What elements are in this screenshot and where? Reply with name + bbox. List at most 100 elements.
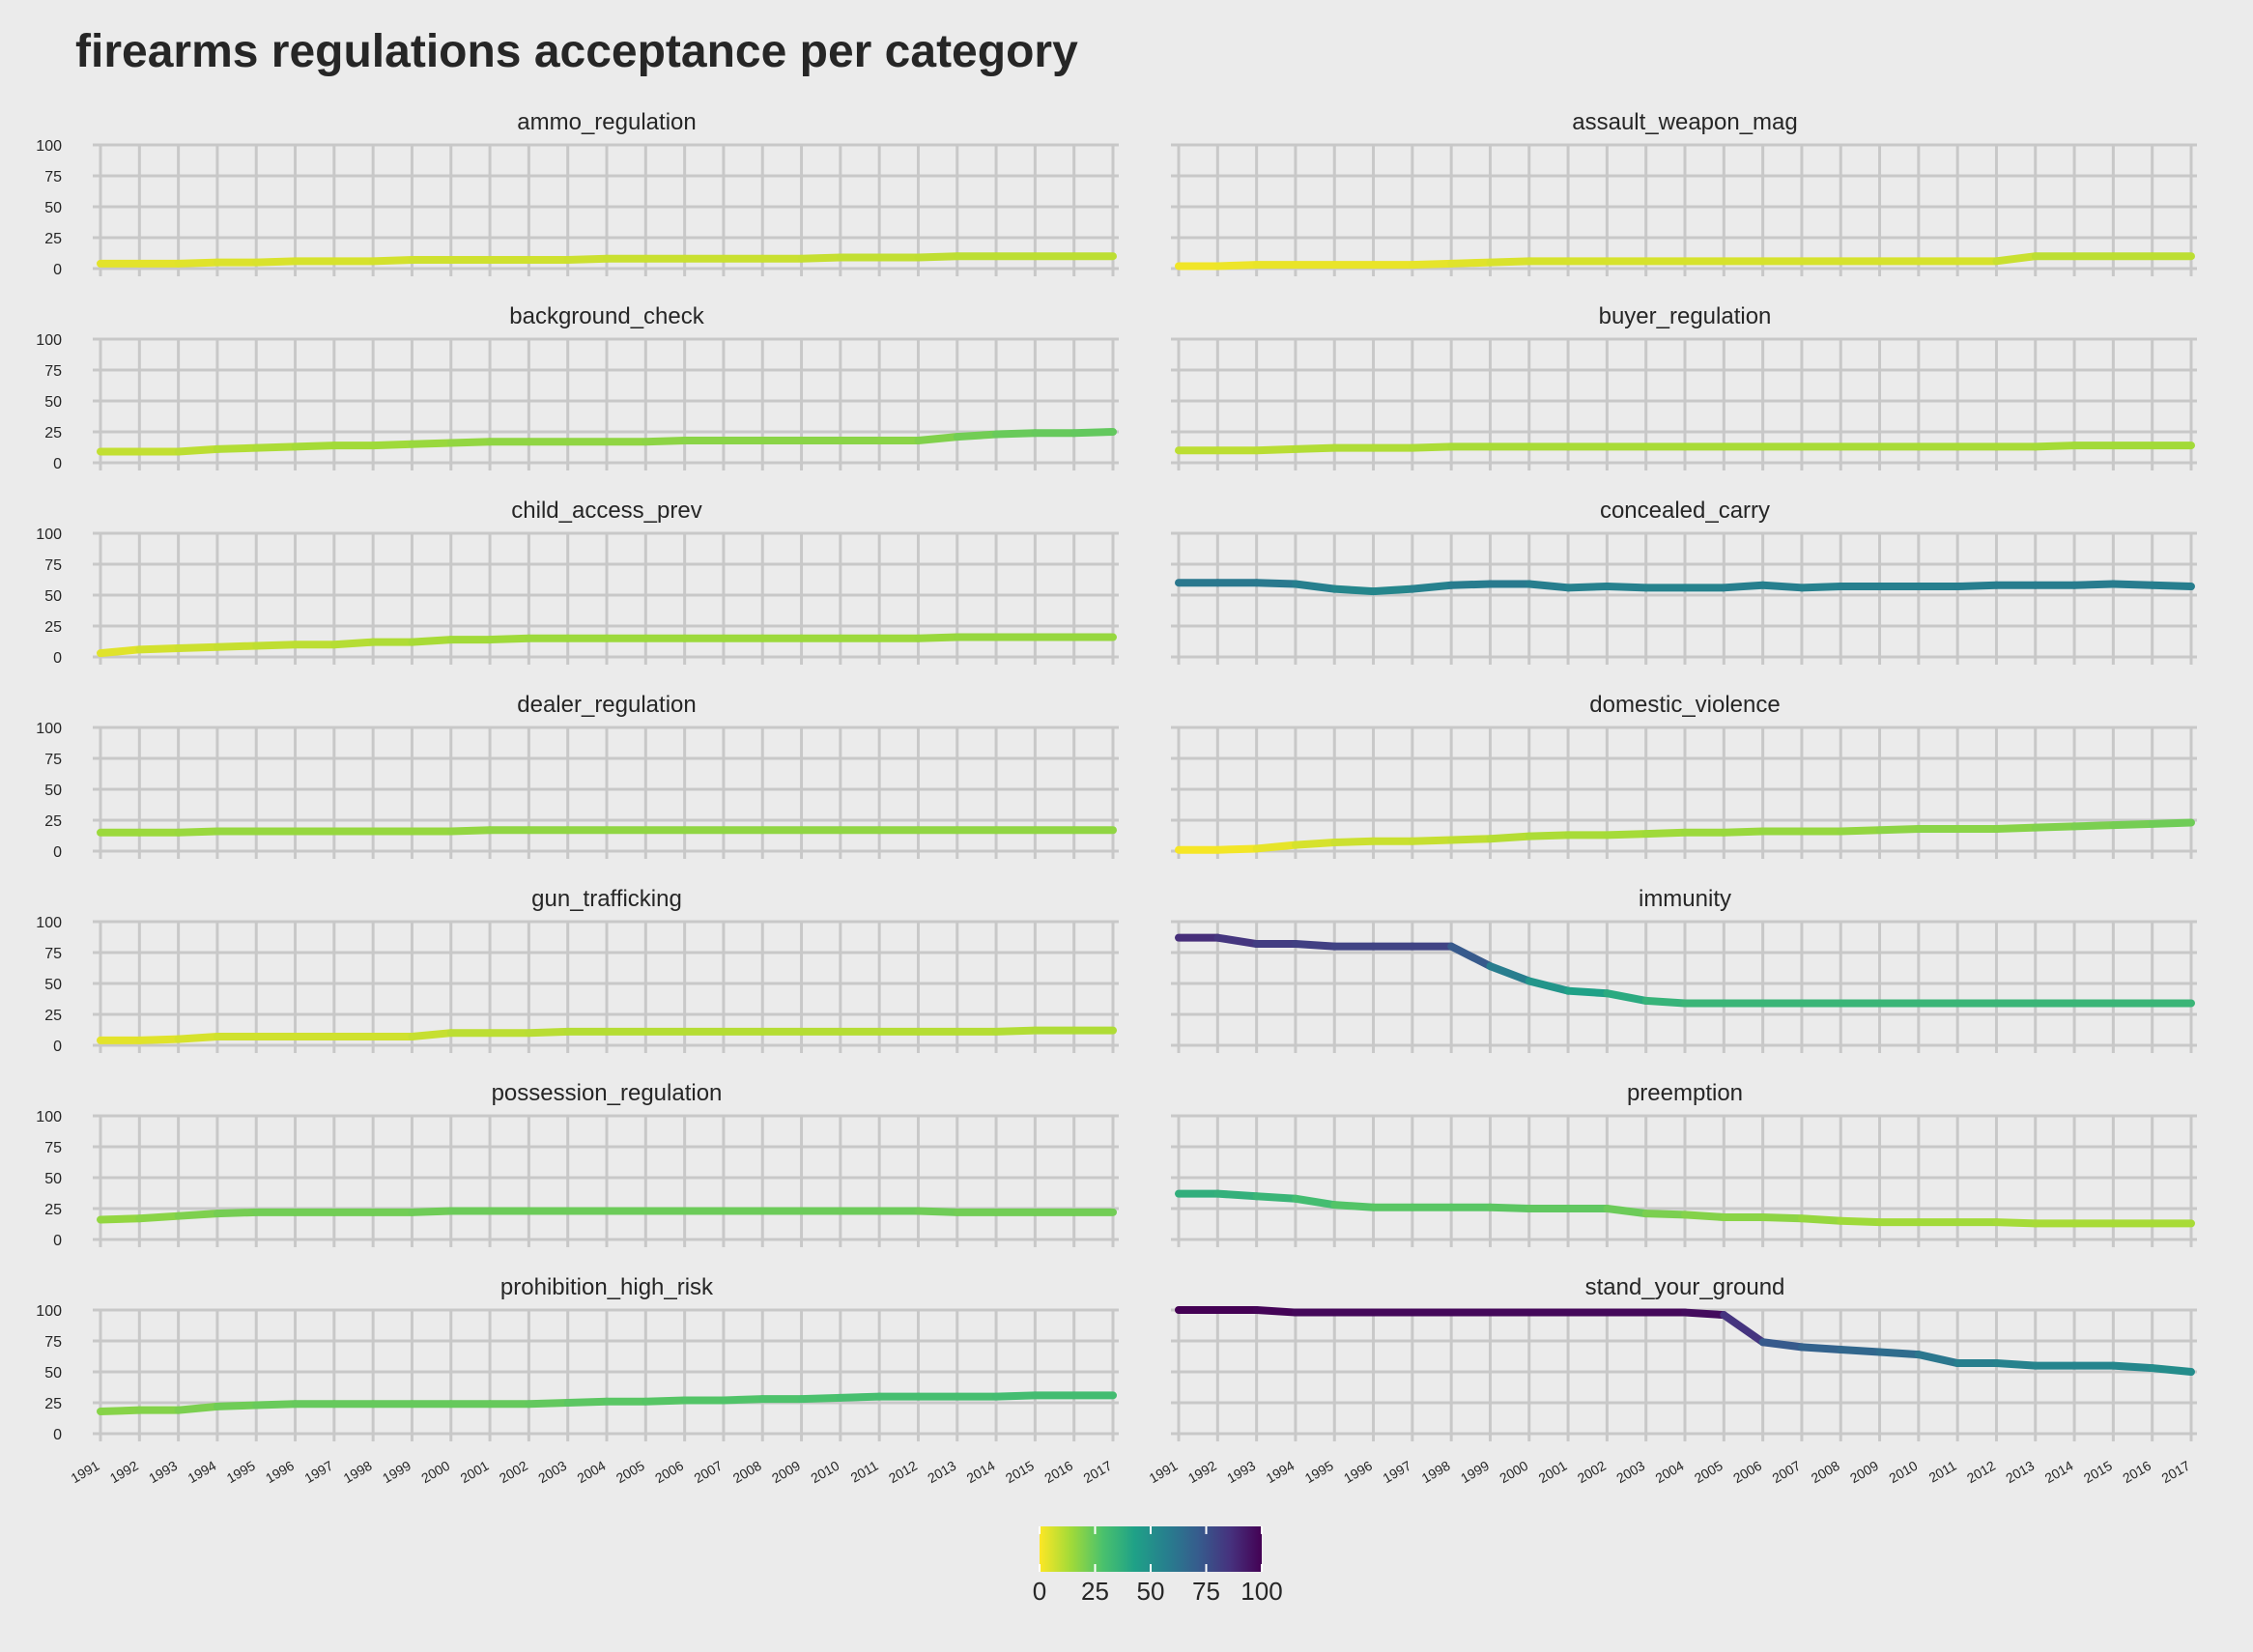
x-tick-label: 2008 — [1809, 1458, 1842, 1487]
line-segment — [1603, 583, 1650, 592]
line-segment — [408, 636, 455, 646]
x-tick-label: 1993 — [1224, 1458, 1258, 1487]
line-segment — [1408, 581, 1456, 593]
line-segment — [719, 1395, 767, 1405]
line-segment — [1641, 1210, 1689, 1219]
y-tick-label: 50 — [44, 588, 62, 605]
line-segment — [1252, 444, 1299, 455]
x-tick-label: 2010 — [808, 1458, 841, 1487]
x-tick-label: 2007 — [1769, 1458, 1803, 1487]
line-segment — [836, 1392, 884, 1402]
line-segment — [914, 252, 961, 262]
panel-title: gun_trafficking — [531, 886, 682, 912]
line-segment — [174, 444, 221, 456]
line-segment — [1992, 1218, 2039, 1228]
line-segment — [97, 645, 144, 658]
x-tick-label: 1997 — [1380, 1458, 1413, 1487]
line-segment — [1603, 1205, 1650, 1218]
line-segment — [174, 827, 221, 837]
line-segment — [563, 1397, 611, 1407]
y-tick-label: 25 — [44, 425, 62, 441]
panel-title: immunity — [1639, 886, 1731, 912]
x-tick-label: 2011 — [1926, 1458, 1959, 1486]
y-tick-label: 75 — [44, 169, 62, 185]
line-segment — [174, 1210, 221, 1220]
x-tick-label: 1993 — [146, 1458, 180, 1487]
x-tick-label: 2001 — [458, 1458, 492, 1487]
y-tick-label: 25 — [44, 1008, 62, 1024]
line-segment — [1837, 826, 1884, 836]
x-tick-label: 2002 — [497, 1458, 530, 1487]
line-segment — [213, 443, 261, 453]
y-tick-label: 0 — [53, 1427, 62, 1443]
y-tick-label: 25 — [44, 1396, 62, 1412]
panel-gun-trafficking: gun_trafficking 0 25 50 75 100 — [36, 886, 1119, 1055]
x-tick-label: 2007 — [691, 1458, 725, 1487]
line-segment — [914, 433, 961, 444]
x-tick-label: 2002 — [1575, 1458, 1609, 1487]
line-segment — [1603, 830, 1650, 840]
line-segment — [174, 642, 221, 653]
y-tick-label: 75 — [44, 1140, 62, 1156]
x-tick-label: 2005 — [1692, 1458, 1725, 1487]
y-tick-label: 50 — [44, 1365, 62, 1381]
line-segment — [1603, 989, 1650, 1005]
y-tick-label: 25 — [44, 813, 62, 830]
x-tick-label: 2017 — [1081, 1458, 1115, 1487]
x-tick-label: 2015 — [1003, 1458, 1037, 1487]
line-segment — [213, 1208, 261, 1218]
y-tick-label: 25 — [44, 619, 62, 636]
y-tick-label: 75 — [44, 363, 62, 380]
line-segment — [1681, 1211, 1728, 1221]
panel-title: possession_regulation — [492, 1080, 723, 1106]
panel-dealer-regulation: dealer_regulation 0 25 50 75 100 — [36, 692, 1119, 861]
line-segment — [1525, 831, 1573, 840]
line-segment — [446, 826, 495, 836]
x-tick-label: 2003 — [535, 1458, 569, 1487]
y-tick-label: 0 — [53, 1233, 62, 1249]
line-segment — [213, 1401, 261, 1410]
line-segment — [525, 1027, 572, 1038]
y-tick-label: 100 — [36, 1109, 62, 1125]
line-segment — [2031, 441, 2079, 451]
line-segment — [1252, 840, 1299, 853]
panel-title: buyer_regulation — [1599, 303, 1772, 329]
x-tick-label: 2008 — [730, 1458, 764, 1487]
line-segment — [2148, 581, 2195, 591]
line-segment — [1641, 996, 1689, 1008]
line-segment — [1486, 962, 1533, 985]
line-segment — [1213, 261, 1261, 271]
panel-immunity: immunity — [1171, 886, 2197, 1053]
x-tick-label: 2013 — [925, 1458, 958, 1487]
y-tick-label: 0 — [53, 844, 62, 861]
y-tick-label: 75 — [44, 1334, 62, 1351]
line-segment — [369, 256, 416, 266]
line-segment — [1797, 583, 1845, 592]
y-tick-label: 100 — [36, 1303, 62, 1320]
line-segment — [1291, 443, 1339, 453]
line-segment — [1213, 933, 1261, 949]
panel-child-access-prev: child_access_prev 0 25 50 75 100 — [36, 498, 1119, 667]
y-tick-label: 50 — [44, 1171, 62, 1187]
line-segment — [329, 638, 378, 649]
line-segment — [992, 1391, 1040, 1401]
line-segment — [1992, 252, 2039, 266]
line-segment — [1447, 835, 1495, 844]
line-segment — [1369, 584, 1416, 596]
x-tick-label: 2009 — [1847, 1458, 1881, 1487]
panel-title: prohibition_high_risk — [500, 1274, 714, 1300]
line-segment — [1408, 259, 1456, 270]
line-segment — [1408, 442, 1456, 452]
x-tick-label: 1996 — [263, 1458, 297, 1487]
line-segment — [1992, 1359, 2039, 1370]
line-segment — [1954, 581, 2001, 591]
line-segment — [1641, 828, 1689, 839]
x-tick-label: 1996 — [1341, 1458, 1375, 1487]
colorbar-label: 50 — [1137, 1577, 1165, 1606]
line-segment — [2148, 1364, 2195, 1376]
x-tick-label: 2004 — [575, 1458, 609, 1487]
color-legend: 0 25 50 75 100 — [1033, 1526, 1283, 1606]
line-segment — [174, 1402, 221, 1414]
line-segment — [252, 257, 299, 267]
y-tick-label: 0 — [53, 650, 62, 667]
